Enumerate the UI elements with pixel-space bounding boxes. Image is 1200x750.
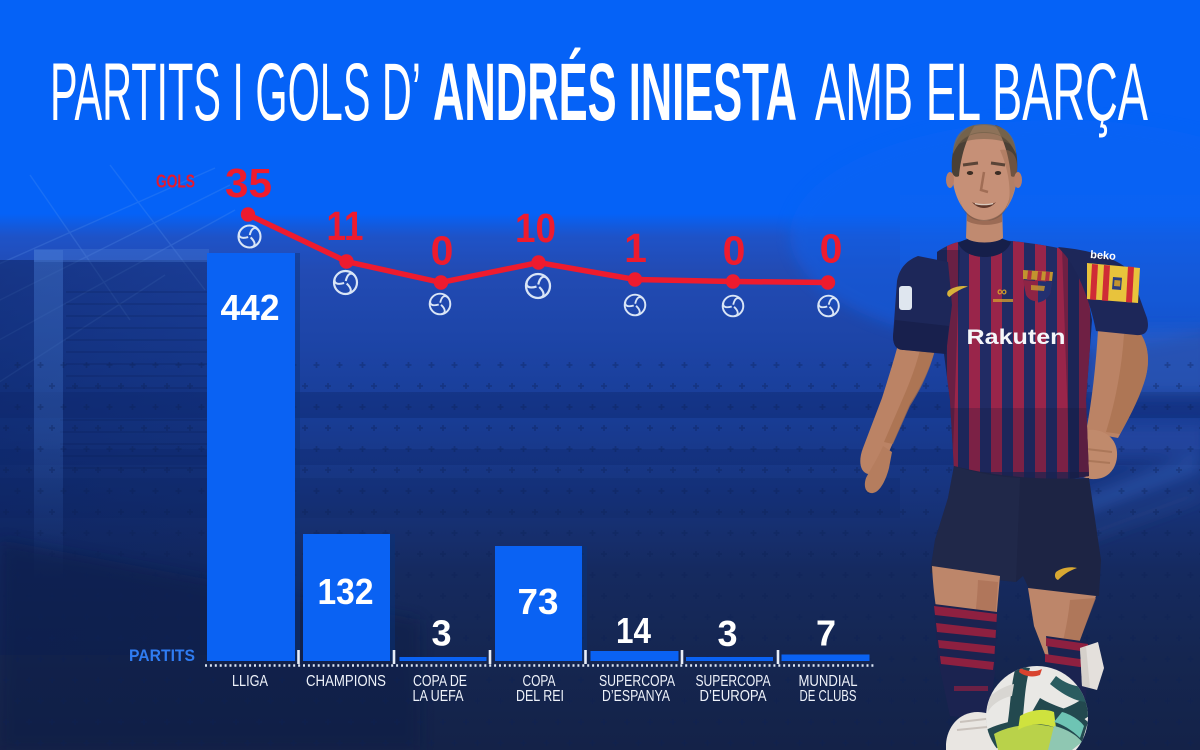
svg-text:0: 0	[431, 228, 454, 274]
svg-text:beko: beko	[1090, 249, 1117, 263]
svg-text:442: 442	[221, 287, 280, 328]
svg-text:7: 7	[816, 613, 836, 654]
svg-text:14: 14	[616, 610, 651, 651]
svg-text:132: 132	[318, 571, 374, 612]
svg-text:SUPERCOPA: SUPERCOPA	[599, 673, 675, 690]
svg-text:∞: ∞	[997, 283, 1007, 299]
svg-text:D’ESPANYA: D’ESPANYA	[602, 688, 670, 705]
svg-text:GOLS: GOLS	[156, 172, 195, 192]
svg-text:PARTITS: PARTITS	[129, 646, 195, 665]
svg-text:LA UEFA: LA UEFA	[413, 688, 464, 705]
svg-text:MUNDIAL: MUNDIAL	[799, 673, 858, 690]
svg-text:Rakuten: Rakuten	[967, 326, 1066, 349]
svg-text:10: 10	[515, 205, 556, 251]
svg-text:CHAMPIONS: CHAMPIONS	[306, 673, 386, 690]
svg-text:SUPERCOPA: SUPERCOPA	[696, 673, 771, 690]
svg-text:D’EUROPA: D’EUROPA	[700, 688, 767, 705]
svg-text:PARTITS I GOLS D’: PARTITS I GOLS D’	[50, 47, 421, 138]
svg-text:ANDRÉS INIESTA: ANDRÉS INIESTA	[433, 47, 797, 138]
svg-text:COPA DE: COPA DE	[413, 673, 467, 690]
svg-text:11: 11	[327, 203, 364, 249]
svg-text:3: 3	[717, 613, 737, 654]
svg-text:DE CLUBS: DE CLUBS	[800, 688, 857, 705]
svg-text:LLIGA: LLIGA	[232, 673, 268, 690]
svg-text:3: 3	[431, 613, 451, 654]
svg-text:35: 35	[225, 160, 272, 206]
svg-text:0: 0	[820, 226, 843, 272]
svg-text:0: 0	[723, 228, 746, 274]
svg-text:1: 1	[624, 225, 647, 271]
svg-text:AMB EL BARÇA: AMB EL BARÇA	[815, 47, 1148, 138]
svg-text:DEL REI: DEL REI	[516, 688, 564, 705]
svg-text:COPA: COPA	[523, 673, 556, 690]
svg-text:73: 73	[518, 581, 559, 622]
